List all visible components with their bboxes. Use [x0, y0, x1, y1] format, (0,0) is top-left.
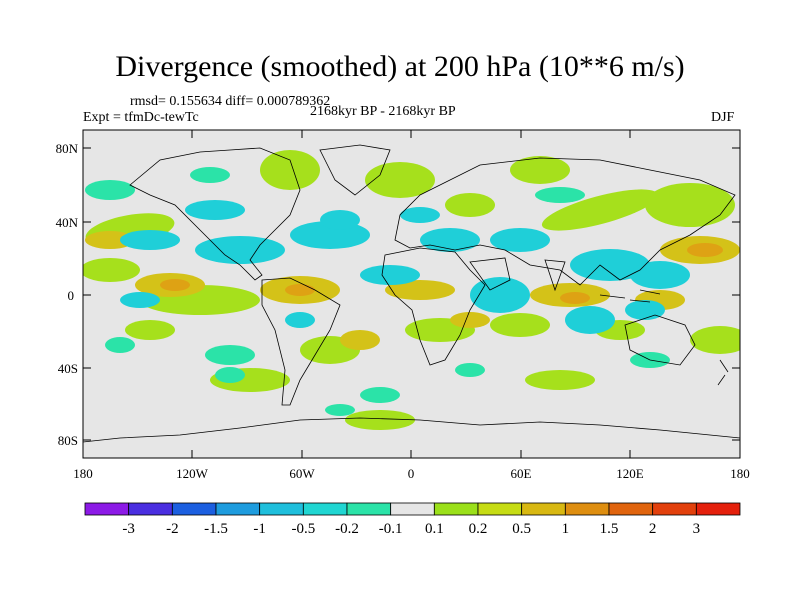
- colorbar-label: 0.2: [469, 521, 488, 537]
- colorbar-swatch: [477, 502, 523, 516]
- colorbar-label: 1: [562, 521, 570, 537]
- y-label-0: 0: [68, 288, 75, 303]
- colorbar-swatch: [433, 502, 479, 516]
- colorbar-label: 2: [649, 521, 657, 537]
- x-label-60w: 60W: [289, 466, 315, 481]
- x-label-120e: 120E: [616, 466, 644, 481]
- colorbar-label: -0.1: [379, 521, 403, 537]
- colorbar-label: -2: [166, 521, 179, 537]
- coastlines: [83, 144, 740, 443]
- africa-coast: [381, 247, 486, 366]
- x-label-60e: 60E: [511, 466, 532, 481]
- colorbar-label: -0.2: [335, 521, 359, 537]
- colorbar-label: 3: [693, 521, 701, 537]
- colorbar-labels: -3 -2 -1.5 -1 -0.5 -0.2 -0.1 0.1 0.2 0.5 1 1.5 2 3: [122, 521, 700, 537]
- colorbar-label: 1.5: [600, 521, 619, 537]
- y-label-40n: 40N: [56, 215, 79, 230]
- y-label-80n: 80N: [56, 141, 79, 156]
- colorbar-label: 0.5: [512, 521, 531, 537]
- arabia-coast: [469, 257, 511, 291]
- india-coast: [544, 259, 566, 292]
- divergence-field: [83, 150, 740, 430]
- plot-title: Divergence (smoothed) at 200 hPa (10**6 …: [115, 50, 685, 83]
- y-label-40s: 40S: [58, 361, 78, 376]
- colorbar-swatch: [259, 502, 304, 516]
- colorbar-swatch: [346, 502, 392, 516]
- indonesia-islands: [599, 289, 661, 303]
- colorbar-swatch: [171, 502, 217, 516]
- experiment-label: Expt = tfmDc-tewTc: [83, 110, 199, 125]
- colorbar-label: -1.5: [204, 521, 228, 537]
- x-label-0: 0: [408, 466, 415, 481]
- colorbar-swatch: [390, 502, 435, 516]
- colorbar-swatch: [608, 502, 654, 516]
- colorbar-swatch: [84, 502, 130, 516]
- x-label-120w: 120W: [176, 466, 209, 481]
- colorbar-label: -0.5: [291, 521, 315, 537]
- colorbar-swatch: [695, 502, 741, 516]
- colorbar-swatch: [302, 502, 348, 516]
- colorbar-swatch: [564, 502, 610, 516]
- colorbar-swatch: [521, 502, 566, 516]
- greenland-coast: [319, 144, 391, 196]
- x-label-180e: 180: [730, 466, 750, 481]
- new-zealand-coast: [717, 359, 729, 386]
- stats-text: rmsd= 0.155634 diff= 0.000789362: [130, 94, 331, 109]
- colorbar-swatch: [652, 502, 697, 516]
- colorbar-swatch: [215, 502, 261, 516]
- australia-coast: [624, 314, 696, 366]
- colorbar-label: 0.1: [425, 521, 444, 537]
- season-label: DJF: [711, 110, 735, 125]
- colorbar: [84, 502, 741, 516]
- colorbar-label: -1: [253, 521, 266, 537]
- period-label: 2168kyr BP - 2168kyr BP: [310, 104, 456, 119]
- south-america-coast: [261, 277, 341, 406]
- colorbar-label: -3: [122, 521, 135, 537]
- x-label-180w: 180: [73, 466, 93, 481]
- antarctica-coast: [83, 417, 740, 443]
- eurasia-coast: [394, 157, 736, 286]
- colorbar-swatch: [128, 502, 173, 516]
- north-america-coast: [129, 147, 301, 281]
- y-label-80s: 80S: [58, 433, 78, 448]
- axis-ticks: [82, 130, 741, 458]
